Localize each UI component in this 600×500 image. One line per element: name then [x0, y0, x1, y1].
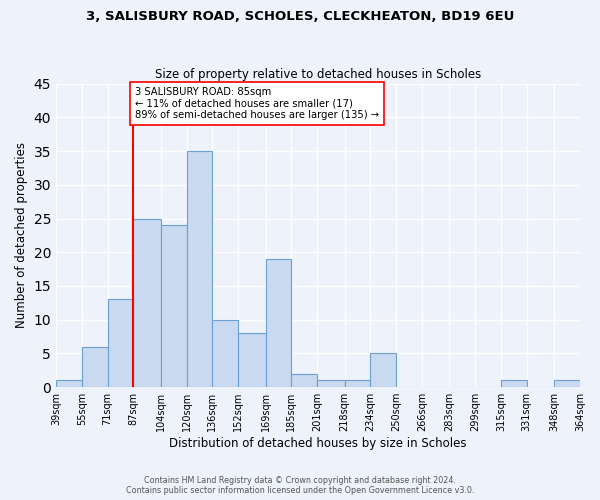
Bar [238, 333, 266, 387]
Bar [212, 320, 238, 387]
Bar [554, 380, 580, 387]
Bar [266, 259, 292, 387]
Bar [370, 354, 396, 387]
X-axis label: Distribution of detached houses by size in Scholes: Distribution of detached houses by size … [169, 437, 467, 450]
Text: 3, SALISBURY ROAD, SCHOLES, CLECKHEATON, BD19 6EU: 3, SALISBURY ROAD, SCHOLES, CLECKHEATON,… [86, 10, 514, 23]
Y-axis label: Number of detached properties: Number of detached properties [15, 142, 28, 328]
Bar [292, 374, 317, 387]
Bar [107, 300, 133, 387]
Bar [317, 380, 344, 387]
Bar [344, 380, 370, 387]
Bar [133, 218, 161, 387]
Text: Contains HM Land Registry data © Crown copyright and database right 2024.
Contai: Contains HM Land Registry data © Crown c… [126, 476, 474, 495]
Bar [82, 346, 107, 387]
Text: 3 SALISBURY ROAD: 85sqm
← 11% of detached houses are smaller (17)
89% of semi-de: 3 SALISBURY ROAD: 85sqm ← 11% of detache… [135, 87, 379, 120]
Bar [501, 380, 527, 387]
Title: Size of property relative to detached houses in Scholes: Size of property relative to detached ho… [155, 68, 481, 81]
Bar [187, 151, 212, 387]
Bar [56, 380, 82, 387]
Bar [161, 226, 187, 387]
